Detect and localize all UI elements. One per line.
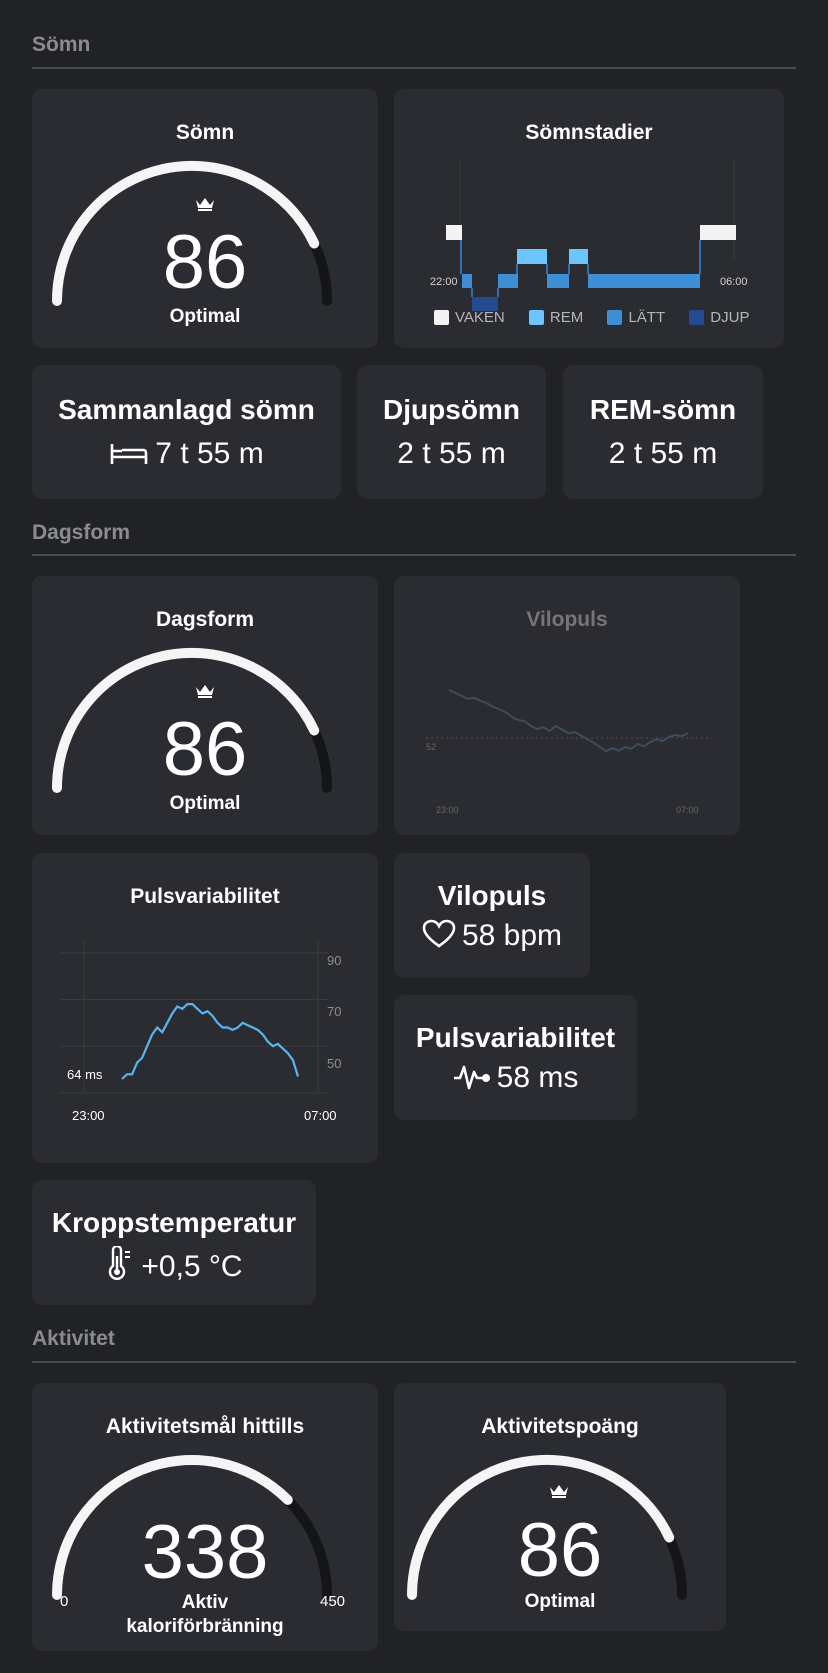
activity-goal-value: 338: [141, 1510, 269, 1595]
sleep-score-card[interactable]: Sömn 86 Optimal: [32, 89, 378, 348]
sleep-score-value: 86: [162, 220, 248, 305]
legend-deep: DJUP: [689, 309, 749, 326]
hrv-series-line: [121, 1002, 300, 1080]
card-title: Dagsform: [155, 608, 255, 631]
hrv-value: 58 ms: [394, 1061, 637, 1095]
resting-hr-card[interactable]: Vilopuls 58 bpm: [394, 853, 590, 978]
sleep-stages-chart: [446, 159, 736, 311]
y-tick-label: 70: [327, 1004, 342, 1019]
y-tick-label: 90: [327, 953, 342, 968]
stat-title: REM-sömn: [589, 394, 737, 425]
legend-awake: VAKEN: [434, 309, 505, 326]
thermometer-icon: [109, 1244, 131, 1280]
crown-icon: [196, 198, 214, 211]
stage-deep: [472, 297, 498, 311]
activity-goal-card[interactable]: Aktivitetsmål hittills 338 Aktiv kalorif…: [32, 1383, 378, 1651]
activity-score-gauge: [407, 1454, 687, 1600]
x-axis-end-label: 07:00: [304, 1108, 337, 1123]
total-sleep-value: 7 t 55 m: [32, 437, 341, 471]
crown-icon: [550, 1485, 568, 1498]
faded-content: Vilopuls 52 23:00 07:00: [394, 576, 740, 835]
legend-rem: REM: [528, 309, 583, 326]
x-axis-start-label: 23:00: [436, 805, 459, 815]
pulse-icon: [453, 1065, 490, 1090]
body-temp-card[interactable]: Kroppstemperatur +0,5 °C: [32, 1180, 316, 1305]
x-axis-end-label: 06:00: [720, 276, 748, 288]
resting-hr-chart: [426, 689, 710, 753]
readiness-score-gauge: [52, 647, 332, 793]
activity-score-label: Optimal: [524, 1591, 596, 1612]
stage-light: [588, 274, 700, 288]
stage-awake: [700, 225, 736, 240]
stage-light: [462, 274, 472, 288]
stage-light: [498, 274, 518, 288]
resting-hr-value: 58 bpm: [394, 919, 590, 953]
activity-goal-label: Aktiv kaloriförbränning: [126, 1592, 284, 1637]
card-title: Sömnstadier: [525, 121, 653, 144]
section-title-activity: Aktivitet: [32, 1327, 115, 1350]
x-axis-start-label: 23:00: [72, 1108, 105, 1123]
section-divider: [32, 67, 796, 69]
stage-rem: [517, 249, 547, 264]
heart-icon: [422, 919, 456, 948]
bed-icon: [110, 444, 148, 464]
gauge-min-label: 0: [60, 1593, 69, 1610]
sleep-stages-card[interactable]: Sömnstadier 22:00 06:00 VAKEN REM LÄTT D…: [394, 89, 784, 348]
stat-title: Vilopuls: [437, 880, 547, 911]
x-axis-end-label: 07:00: [676, 805, 699, 815]
y-ref-label: 52: [426, 742, 437, 752]
x-axis-start-label: 22:00: [430, 276, 458, 288]
section-divider: [32, 1361, 796, 1363]
rem-sleep-card[interactable]: REM-sömn 2 t 55 m: [563, 365, 763, 499]
readiness-score-card[interactable]: Dagsform 86 Optimal: [32, 576, 378, 835]
current-value-label: 64 ms: [67, 1067, 103, 1082]
card-title: Vilopuls: [526, 608, 608, 631]
activity-score-card[interactable]: Aktivitetspoäng 86 Optimal: [394, 1383, 726, 1631]
stat-title: Djupsömn: [383, 394, 520, 425]
hrv-card[interactable]: Pulsvariabilitet 58 ms: [394, 995, 637, 1120]
body-temp-value: +0,5 °C: [32, 1244, 316, 1284]
sleep-score-label: Optimal: [169, 306, 241, 327]
hrv-chart: [60, 941, 328, 1094]
crown-icon: [196, 685, 214, 698]
card-title: Pulsvariabilitet: [130, 885, 280, 908]
y-tick-label: 50: [327, 1056, 342, 1071]
resting-hr-series-line: [448, 689, 689, 753]
deep-sleep-value: 2 t 55 m: [397, 437, 506, 470]
card-title: Aktivitetsmål hittills: [105, 1415, 305, 1438]
stage-rem: [569, 249, 588, 264]
stage-light: [547, 274, 569, 288]
readiness-score-value: 86: [162, 707, 248, 792]
stage-awake: [446, 225, 462, 240]
activity-score-value: 86: [517, 1508, 603, 1593]
deep-sleep-card[interactable]: Djupsömn 2 t 55 m: [357, 365, 546, 499]
sleep-stages-legend: VAKEN REM LÄTT DJUP: [434, 309, 769, 329]
legend-light: LÄTT: [607, 309, 665, 326]
section-title-sleep: Sömn: [32, 33, 91, 56]
hrv-chart-card[interactable]: Pulsvariabilitet 90 70 50 64 ms 23:00 07…: [32, 853, 378, 1163]
total-sleep-card[interactable]: Sammanlagd sömn 7 t 55 m: [32, 365, 341, 499]
section-divider: [32, 554, 796, 556]
readiness-score-label: Optimal: [169, 793, 241, 814]
card-title: Aktivitetspoäng: [481, 1415, 639, 1438]
stat-title: Kroppstemperatur: [51, 1207, 297, 1238]
section-title-readiness: Dagsform: [32, 521, 131, 544]
stat-title: Sammanlagd sömn: [58, 394, 315, 425]
resting-hr-chart-card[interactable]: Vilopuls 52 23:00 07:00: [394, 576, 740, 835]
activity-goal-gauge: [52, 1455, 332, 1600]
sleep-score-gauge: [52, 160, 332, 306]
card-title: Sömn: [175, 121, 235, 144]
gauge-max-label: 450: [320, 1593, 346, 1610]
rem-sleep-value: 2 t 55 m: [608, 437, 718, 470]
stat-title: Pulsvariabilitet: [415, 1022, 616, 1053]
